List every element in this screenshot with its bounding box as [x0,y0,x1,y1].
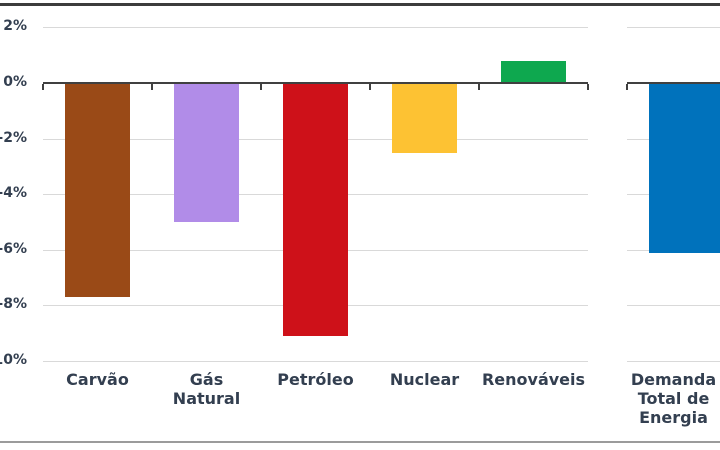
axis-tick [151,84,153,90]
category-label: Demanda Total de Energia [630,370,717,427]
y-axis-label: -2% [0,129,27,146]
category-label: Carvão [66,370,129,389]
bar [649,83,720,253]
bar [392,83,457,153]
y-axis-label: -6% [0,240,27,257]
bar [65,83,130,298]
gridline [43,27,588,28]
x-axis-line [627,82,720,84]
axis-tick [42,84,44,90]
category-label: Petróleo [277,370,354,389]
bar [174,83,239,222]
bar [501,60,566,83]
gridline [627,361,720,362]
gridline [627,305,720,306]
category-label: Gás Natural [172,370,241,408]
y-axis-label: -10% [0,352,27,368]
y-axis-label: -8% [0,296,27,313]
y-axis-label: -4% [0,185,27,202]
x-axis-line [43,82,588,84]
gridline [627,27,720,28]
category-label: Nuclear [389,370,460,389]
y-axis-label: 0% [3,74,27,90]
axis-tick [626,84,628,90]
axis-tick [478,84,480,90]
top-border-line [0,3,720,6]
y-axis-label: 2% [3,18,27,35]
bar [283,83,348,336]
axis-tick [260,84,262,90]
axis-tick [587,84,589,90]
gridline [43,361,588,362]
axis-tick [369,84,371,90]
category-label: Renováveis [481,370,586,389]
bottom-border-line [0,441,720,443]
